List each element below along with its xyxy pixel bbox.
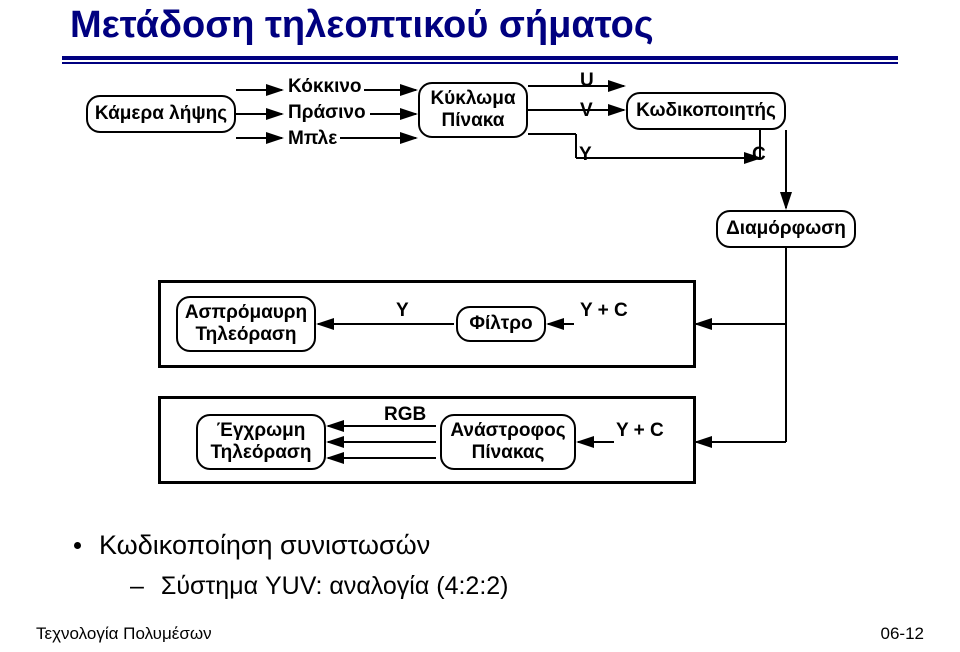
dash-icon: – <box>130 572 144 600</box>
node-modulation: Διαμόρφωση <box>716 210 856 248</box>
bullet-sub-text: Σύστημα YUV: αναλογία (4:2:2) <box>161 572 509 600</box>
bullet-sub: – Σύστημα YUV: αναλογία (4:2:2) <box>130 572 509 601</box>
node-color-television: ΈγχρωμηΤηλεόραση <box>196 414 326 470</box>
node-filter: Φίλτρο <box>456 306 546 342</box>
label-blue: Μπλε <box>288 128 337 150</box>
footer-left: Τεχνολογία Πολυμέσων <box>36 624 212 644</box>
title-underline-thick <box>62 56 898 60</box>
slide-title: Μετάδοση τηλεοπτικού σήματος <box>70 4 654 47</box>
label-u: U <box>580 70 594 92</box>
label-yc-color: Y + C <box>616 420 664 442</box>
title-underline-thin <box>62 62 898 64</box>
footer-right: 06-12 <box>881 624 924 644</box>
label-y-bw: Y <box>396 300 409 322</box>
label-red: Κόκκινο <box>288 76 362 98</box>
bullet-dot-icon <box>74 542 81 549</box>
label-green: Πράσινο <box>288 102 366 124</box>
node-matrix-circuit: ΚύκλωμαΠίνακα <box>418 82 528 138</box>
bullet-main: Κωδικοποίηση συνιστωσών <box>74 530 430 561</box>
node-inverse-matrix: ΑνάστροφοςΠίνακας <box>440 414 576 470</box>
bullet-main-text: Κωδικοποίηση συνιστωσών <box>99 530 430 561</box>
label-rgb: RGB <box>384 404 426 426</box>
node-encoder: Κωδικοποιητής <box>626 92 786 130</box>
node-bw-television: ΑσπρόμαυρηΤηλεόραση <box>176 296 316 352</box>
node-camera: Κάμερα λήψης <box>86 95 236 133</box>
label-v: V <box>580 100 593 122</box>
label-y-top: Y <box>579 144 592 166</box>
label-yc-bw: Y + C <box>580 300 628 322</box>
label-c-top: C <box>752 144 766 166</box>
